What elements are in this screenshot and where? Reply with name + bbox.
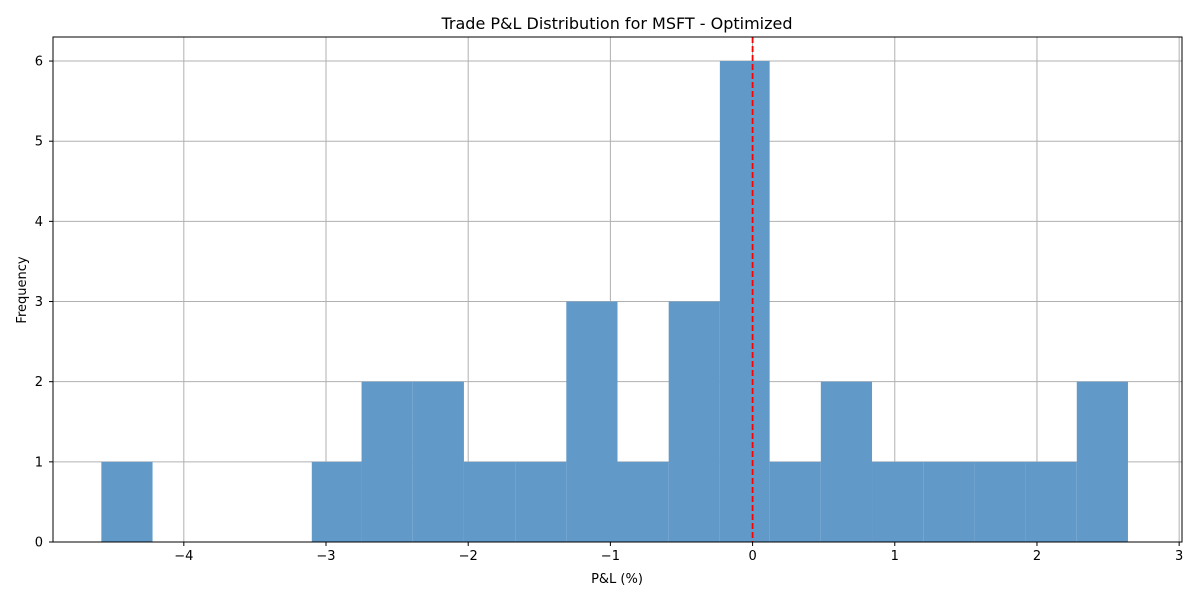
x-tick-label-3: −1 xyxy=(601,549,620,564)
histogram-bar-19 xyxy=(1076,381,1128,542)
y-tick-label-3: 3 xyxy=(35,295,43,310)
x-tick-label-4: 0 xyxy=(748,549,756,564)
histogram-bar-17 xyxy=(974,461,1026,542)
chart-title: Trade P&L Distribution for MSFT - Optimi… xyxy=(440,14,792,33)
histogram-bar-12 xyxy=(719,61,770,543)
histogram-bar-16 xyxy=(923,461,975,542)
histogram-bar-0 xyxy=(101,461,153,542)
histogram-bar-18 xyxy=(1025,461,1077,542)
y-tick-label-0: 0 xyxy=(35,536,43,551)
x-tick-label-0: −4 xyxy=(174,549,193,564)
y-tick-label-2: 2 xyxy=(35,375,43,390)
x-axis-ticks: −4 −3 −2 −1 0 1 2 3 xyxy=(174,542,1183,564)
x-axis-label: P&L (%) xyxy=(591,572,643,587)
x-tick-label-1: −3 xyxy=(316,549,335,564)
x-tick-label-5: 1 xyxy=(891,549,899,564)
histogram-bar-5 xyxy=(361,381,413,542)
histogram-bar-9 xyxy=(566,301,618,542)
x-tick-label-7: 3 xyxy=(1175,549,1183,564)
x-tick-label-6: 2 xyxy=(1033,549,1041,564)
histogram-bar-6 xyxy=(412,381,464,542)
y-tick-label-4: 4 xyxy=(35,215,43,230)
y-tick-label-5: 5 xyxy=(35,135,43,150)
histogram-bars xyxy=(101,61,1128,543)
plot-frame xyxy=(52,36,1183,543)
y-axis-ticks: 0 1 2 3 4 5 6 xyxy=(35,55,53,551)
histogram-bar-13 xyxy=(769,461,821,542)
histogram-bar-15 xyxy=(872,461,924,542)
histogram-bar-7 xyxy=(463,461,516,542)
y-tick-label-6: 6 xyxy=(35,55,43,70)
x-tick-label-2: −2 xyxy=(459,549,478,564)
y-tick-label-1: 1 xyxy=(35,455,43,470)
histogram-bar-10 xyxy=(617,461,669,542)
histogram-bar-4 xyxy=(311,461,362,542)
y-axis-label: Frequency xyxy=(15,256,30,323)
histogram-bar-11 xyxy=(668,301,720,542)
histogram-bar-8 xyxy=(515,461,567,542)
histogram-bar-14 xyxy=(820,381,873,542)
